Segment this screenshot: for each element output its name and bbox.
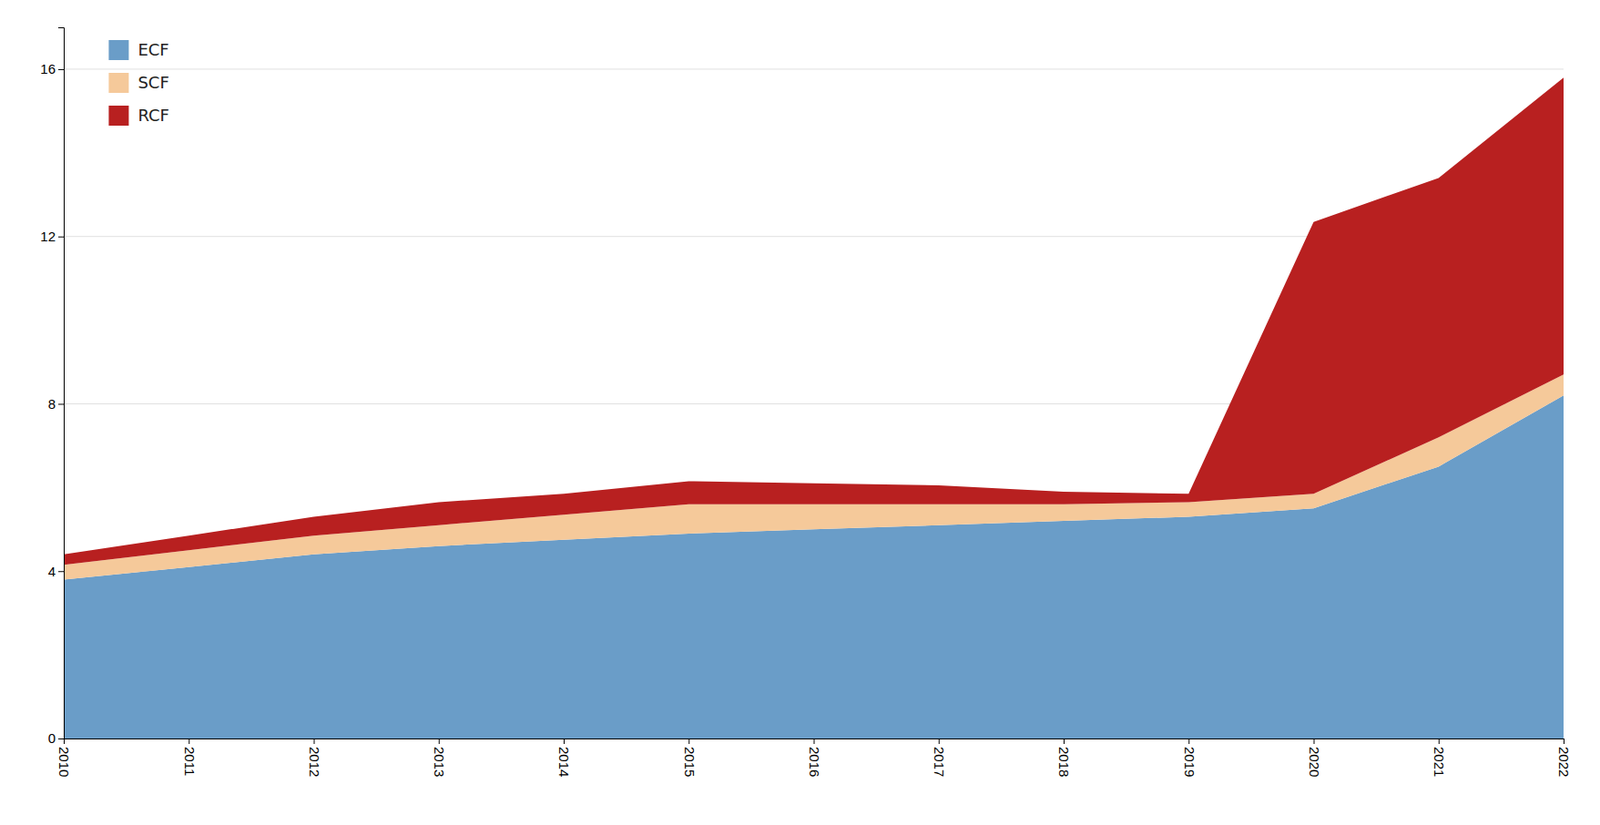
axis-line [64, 739, 1565, 745]
tick: 4 [48, 563, 64, 580]
tick: 2013 [431, 738, 448, 777]
legend-swatch [108, 105, 129, 126]
tick: 2019 [1182, 738, 1198, 777]
tick: 2014 [556, 738, 572, 777]
tick-label: 2017 [931, 746, 948, 777]
tick: 16 [40, 61, 64, 77]
tick-label: 2013 [431, 746, 448, 777]
tick: 2012 [306, 738, 323, 777]
legend-item: SCF [108, 72, 169, 93]
tick-label: 2016 [806, 746, 823, 777]
tick-label: 12 [40, 228, 56, 245]
tick-mark [63, 738, 65, 744]
tick: 2020 [1306, 738, 1323, 777]
tick-mark [1563, 738, 1565, 744]
tick: 2022 [1556, 738, 1572, 777]
legend-swatch [108, 72, 129, 93]
tick-mark [1314, 738, 1315, 744]
legend-item: ECF [108, 40, 169, 61]
tick-mark [58, 236, 64, 238]
tick-mark [938, 738, 940, 744]
tick-label: 0 [48, 730, 56, 746]
tick-mark [314, 738, 316, 744]
plot-area [63, 77, 1564, 739]
tick: 2021 [1431, 738, 1448, 777]
legend-label: ECF [137, 40, 169, 60]
legend-label: SCF [137, 72, 169, 92]
tick-label: 2018 [1056, 746, 1072, 777]
grid [63, 69, 1564, 739]
tick-mark [563, 738, 565, 744]
tick-mark [188, 738, 190, 744]
tick: 2016 [806, 738, 823, 777]
tick-mark [688, 738, 690, 744]
tick: 2011 [182, 738, 198, 776]
tick-mark [58, 738, 64, 740]
tick-mark [58, 570, 64, 572]
tick-label: 2014 [556, 746, 572, 777]
area [63, 77, 1564, 565]
tick-label: 2012 [306, 746, 323, 777]
tick-mark [58, 69, 64, 71]
tick-mark [438, 738, 440, 744]
tick: 2017 [931, 738, 948, 777]
legend-label: RCF [137, 105, 170, 125]
tick-label: 2015 [682, 746, 698, 777]
tick-label: 2021 [1431, 746, 1448, 777]
legend-swatch [108, 40, 129, 61]
chart: 0481216201020112012201320142015201620172… [0, 0, 1600, 825]
tick: 2010 [56, 738, 72, 777]
axis-line [58, 28, 65, 740]
tick-label: 2010 [56, 746, 72, 777]
legend-item: RCF [108, 105, 170, 126]
tick-label: 2020 [1306, 746, 1323, 777]
tick-label: 2019 [1182, 746, 1198, 777]
tick: 12 [40, 228, 64, 245]
x-axis: 2010 2011 2012 2013 2014 2015 2016 2017 2018 2019… [56, 738, 1572, 777]
grid-line [63, 68, 1564, 70]
tick-label: 4 [48, 563, 56, 580]
tick: 8 [48, 396, 64, 412]
tick-mark [1438, 738, 1440, 744]
tick-mark [1063, 738, 1065, 744]
tick-label: 2022 [1556, 746, 1572, 777]
tick: 2018 [1056, 738, 1072, 777]
y-axis: 0 4 8 12 16 [40, 28, 64, 747]
tick: 2015 [682, 738, 698, 777]
tick-label: 2011 [182, 746, 198, 776]
tick-mark [1188, 738, 1190, 744]
tick-mark [814, 738, 816, 744]
tick: 0 [48, 730, 64, 746]
tick-label: 8 [48, 396, 56, 412]
legend: ECF SCF RCF [108, 40, 170, 126]
tick-label: 16 [40, 61, 56, 77]
tick-mark [58, 403, 64, 405]
